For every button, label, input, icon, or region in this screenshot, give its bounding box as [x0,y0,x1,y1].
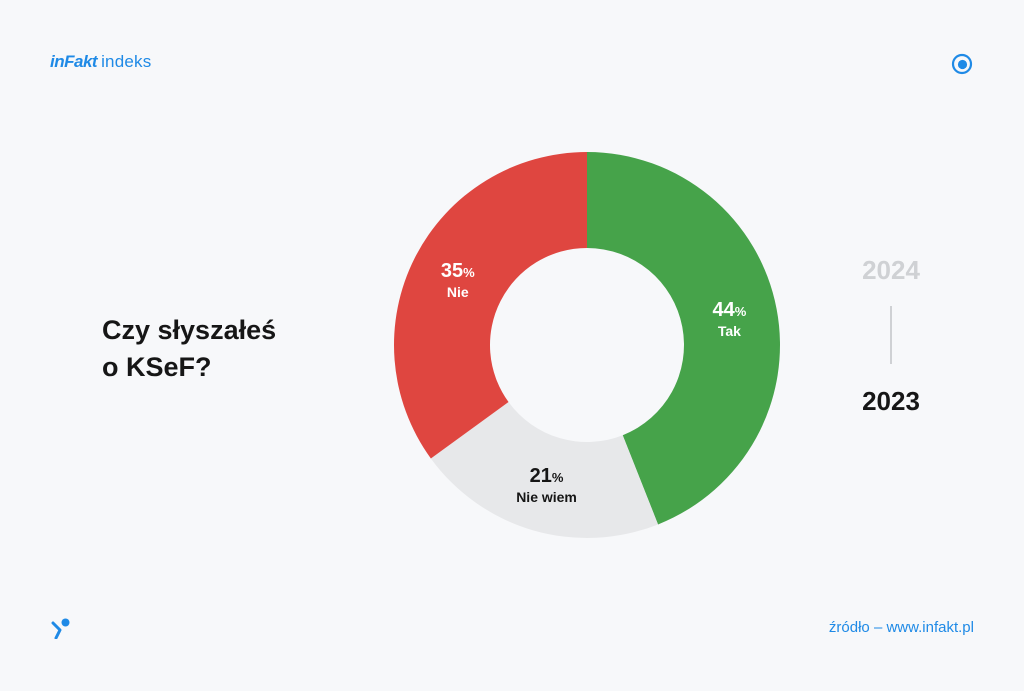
chart-question: Czy słyszałeś o KSeF? [102,312,276,386]
question-line-2: o KSeF? [102,352,212,382]
year-2023-button[interactable]: 2023 [862,386,920,416]
slice-nie-wiem [430,402,659,538]
source-link[interactable]: źródło – www.infakt.pl [828,619,974,636]
year-divider [890,306,892,364]
slice-value-nie-wiem: 21% [530,465,564,487]
brand-name: inFakt [50,52,98,71]
year-switcher: 2024 2023 [850,255,932,417]
brand-logo[interactable]: inFakt indeks [50,52,151,72]
brand-suffix: indeks [101,52,152,71]
year-2024-button[interactable]: 2024 [862,255,920,285]
infakt-mark-icon [51,618,70,639]
slice-label-nie-wiem: Nie wiem [516,489,577,505]
slice-nie [394,152,587,459]
slice-label-nie: Nie [447,284,469,300]
question-line-1: Czy słyszałeś [102,315,277,345]
slice-value-nie: 35% [441,260,475,282]
slice-value-tak: 44% [713,299,747,321]
slice-label-tak: Tak [718,323,741,339]
slice-tak [587,152,781,525]
eye-icon[interactable] [951,53,973,75]
donut-chart: 44% Tak 21% Nie wiem 35% Nie [394,152,781,538]
